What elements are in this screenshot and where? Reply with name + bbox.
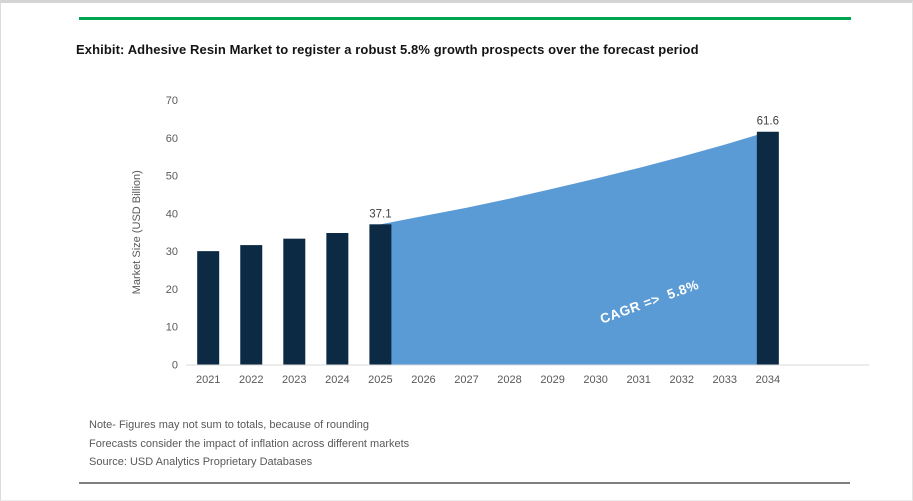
bar-2024 <box>326 233 349 365</box>
bar-2022 <box>240 245 263 365</box>
value-label-2025: 37.1 <box>369 208 391 220</box>
footnote-inflation: Forecasts consider the impact of inflati… <box>89 437 410 450</box>
forecast-area <box>380 131 768 365</box>
y-tick-label-50: 50 <box>166 171 178 183</box>
x-tick-label-2022: 2022 <box>239 374 263 386</box>
bar-2021 <box>197 251 220 365</box>
y-tick-label-30: 30 <box>166 246 178 258</box>
x-tick-label-2033: 2033 <box>713 374 737 386</box>
x-tick-label-2025: 2025 <box>368 374 392 386</box>
y-tick-label-10: 10 <box>166 322 178 334</box>
x-tick-label-2023: 2023 <box>282 374 306 386</box>
bar-2025 <box>369 224 392 365</box>
x-tick-label-2030: 2030 <box>583 374 607 386</box>
footnote-source: Source: USD Analytics Proprietary Databa… <box>89 456 313 468</box>
bar-2023 <box>283 238 306 365</box>
y-tick-label-40: 40 <box>166 208 178 220</box>
exhibit-title: Exhibit: Adhesive Resin Market to regist… <box>76 42 699 57</box>
x-tick-label-2029: 2029 <box>540 374 564 386</box>
x-tick-label-2031: 2031 <box>626 374 650 386</box>
chart-footnotes: Note- Figures may not sum to totals, bec… <box>89 416 409 472</box>
y-tick-label-60: 60 <box>166 133 178 145</box>
footnote-rounding: Note- Figures may not sum to totals, bec… <box>89 419 370 431</box>
header-accent-line <box>79 17 851 20</box>
x-tick-label-2028: 2028 <box>497 374 521 386</box>
value-label-2034: 61.6 <box>757 116 779 128</box>
y-tick-label-70: 70 <box>166 95 178 107</box>
x-tick-label-2027: 2027 <box>454 374 478 386</box>
footer-divider-line <box>79 482 850 484</box>
x-tick-label-2021: 2021 <box>196 374 220 386</box>
x-tick-label-2026: 2026 <box>411 374 435 386</box>
x-tick-label-2034: 2034 <box>756 374 780 386</box>
x-tick-label-2024: 2024 <box>325 374 349 386</box>
y-axis-title: Market Size (USD Billion) <box>131 170 143 294</box>
bar-2034 <box>756 131 779 365</box>
x-tick-label-2032: 2032 <box>670 374 694 386</box>
y-tick-label-20: 20 <box>166 284 178 296</box>
y-tick-label-0: 0 <box>172 360 178 372</box>
